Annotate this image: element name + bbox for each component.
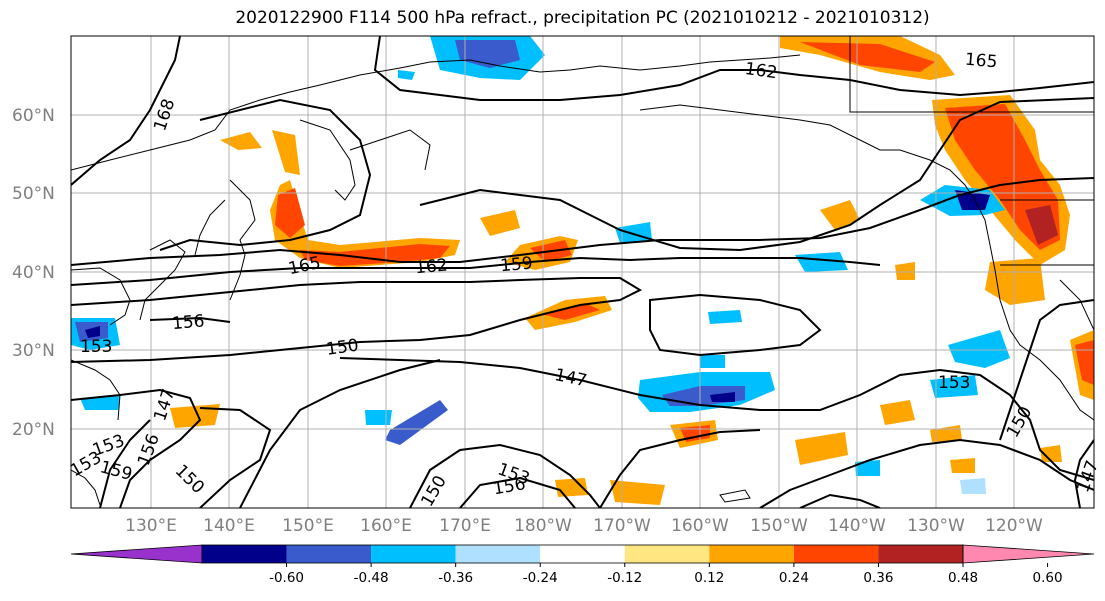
colorbar-extend-max (962, 544, 1095, 564)
lon-label: 150°E (282, 516, 334, 536)
lon-label: 140°W (828, 516, 886, 536)
lon-label: 130°W (907, 516, 965, 536)
lon-label: 170°W (593, 516, 651, 536)
colorbar: -0.60 -0.48 -0.36 -0.24 -0.12 0.12 0.24 0.36 0.4… (70, 544, 1095, 586)
colorbar-swatch (455, 545, 541, 563)
contour-label: 153 (938, 373, 970, 393)
map-title: 2020122900 F114 500 hPa refract., precip… (235, 8, 930, 28)
lon-label: 140°E (203, 516, 255, 536)
colorbar-tick-label: 0.36 (863, 570, 893, 586)
colorbar-tick-label: -0.60 (269, 570, 304, 586)
lon-label: 120°W (985, 516, 1043, 536)
lon-label: 170°E (439, 516, 491, 536)
colorbar-tick-label: -0.12 (607, 570, 642, 586)
colorbar-swatch (202, 545, 287, 563)
latitude-labels: 60°N 50°N 40°N 30°N 20°N (12, 106, 55, 440)
colorbar-tick-label: 0.12 (694, 570, 724, 586)
colorbar-tick-label: 0.48 (948, 570, 978, 586)
coastlines (71, 36, 1094, 506)
colorbar-swatch (624, 545, 710, 563)
lon-label: 150°W (750, 516, 808, 536)
colorbar-tick-label: -0.48 (354, 570, 389, 586)
contour-label: 162 (744, 59, 779, 83)
colorbar-border (201, 544, 964, 564)
colorbar-tick-label: -0.36 (438, 570, 473, 586)
colorbar-swatch (286, 545, 372, 563)
lat-label: 30°N (12, 341, 55, 361)
lon-label: 160°E (360, 516, 412, 536)
colorbar-tick-label: -0.24 (523, 570, 558, 586)
lon-label: 180°W (514, 516, 572, 536)
refractivity-contours (71, 36, 1094, 508)
contour-label: 165 (964, 50, 998, 73)
colorbar-swatch (878, 545, 963, 563)
colorbar-swatch (793, 545, 879, 563)
lat-label: 60°N (12, 106, 55, 126)
colorbar-tick-label: 0.60 (1033, 570, 1063, 586)
map-frame (70, 35, 1095, 509)
contour-label: 162 (414, 256, 448, 279)
lat-label: 50°N (12, 184, 55, 204)
lon-label: 130°E (125, 516, 177, 536)
colorbar-swatch (540, 545, 625, 563)
colorbar-swatch (709, 545, 794, 563)
lon-label: 160°W (671, 516, 729, 536)
colorbar-tick-label: 0.24 (779, 570, 809, 586)
graticule (71, 36, 1094, 508)
colorbar-swatch (371, 545, 456, 563)
lat-label: 40°N (12, 263, 55, 283)
contour-label: 156 (171, 311, 205, 334)
contour-label: 153 (80, 337, 112, 357)
longitude-labels: 130°E 140°E 150°E 160°E 170°E 180°W 170°… (125, 516, 1043, 536)
contour-label: 150 (325, 336, 360, 360)
lat-label: 20°N (12, 420, 55, 440)
colorbar-extend-min (70, 544, 203, 564)
contour-label: 159 (499, 254, 533, 277)
